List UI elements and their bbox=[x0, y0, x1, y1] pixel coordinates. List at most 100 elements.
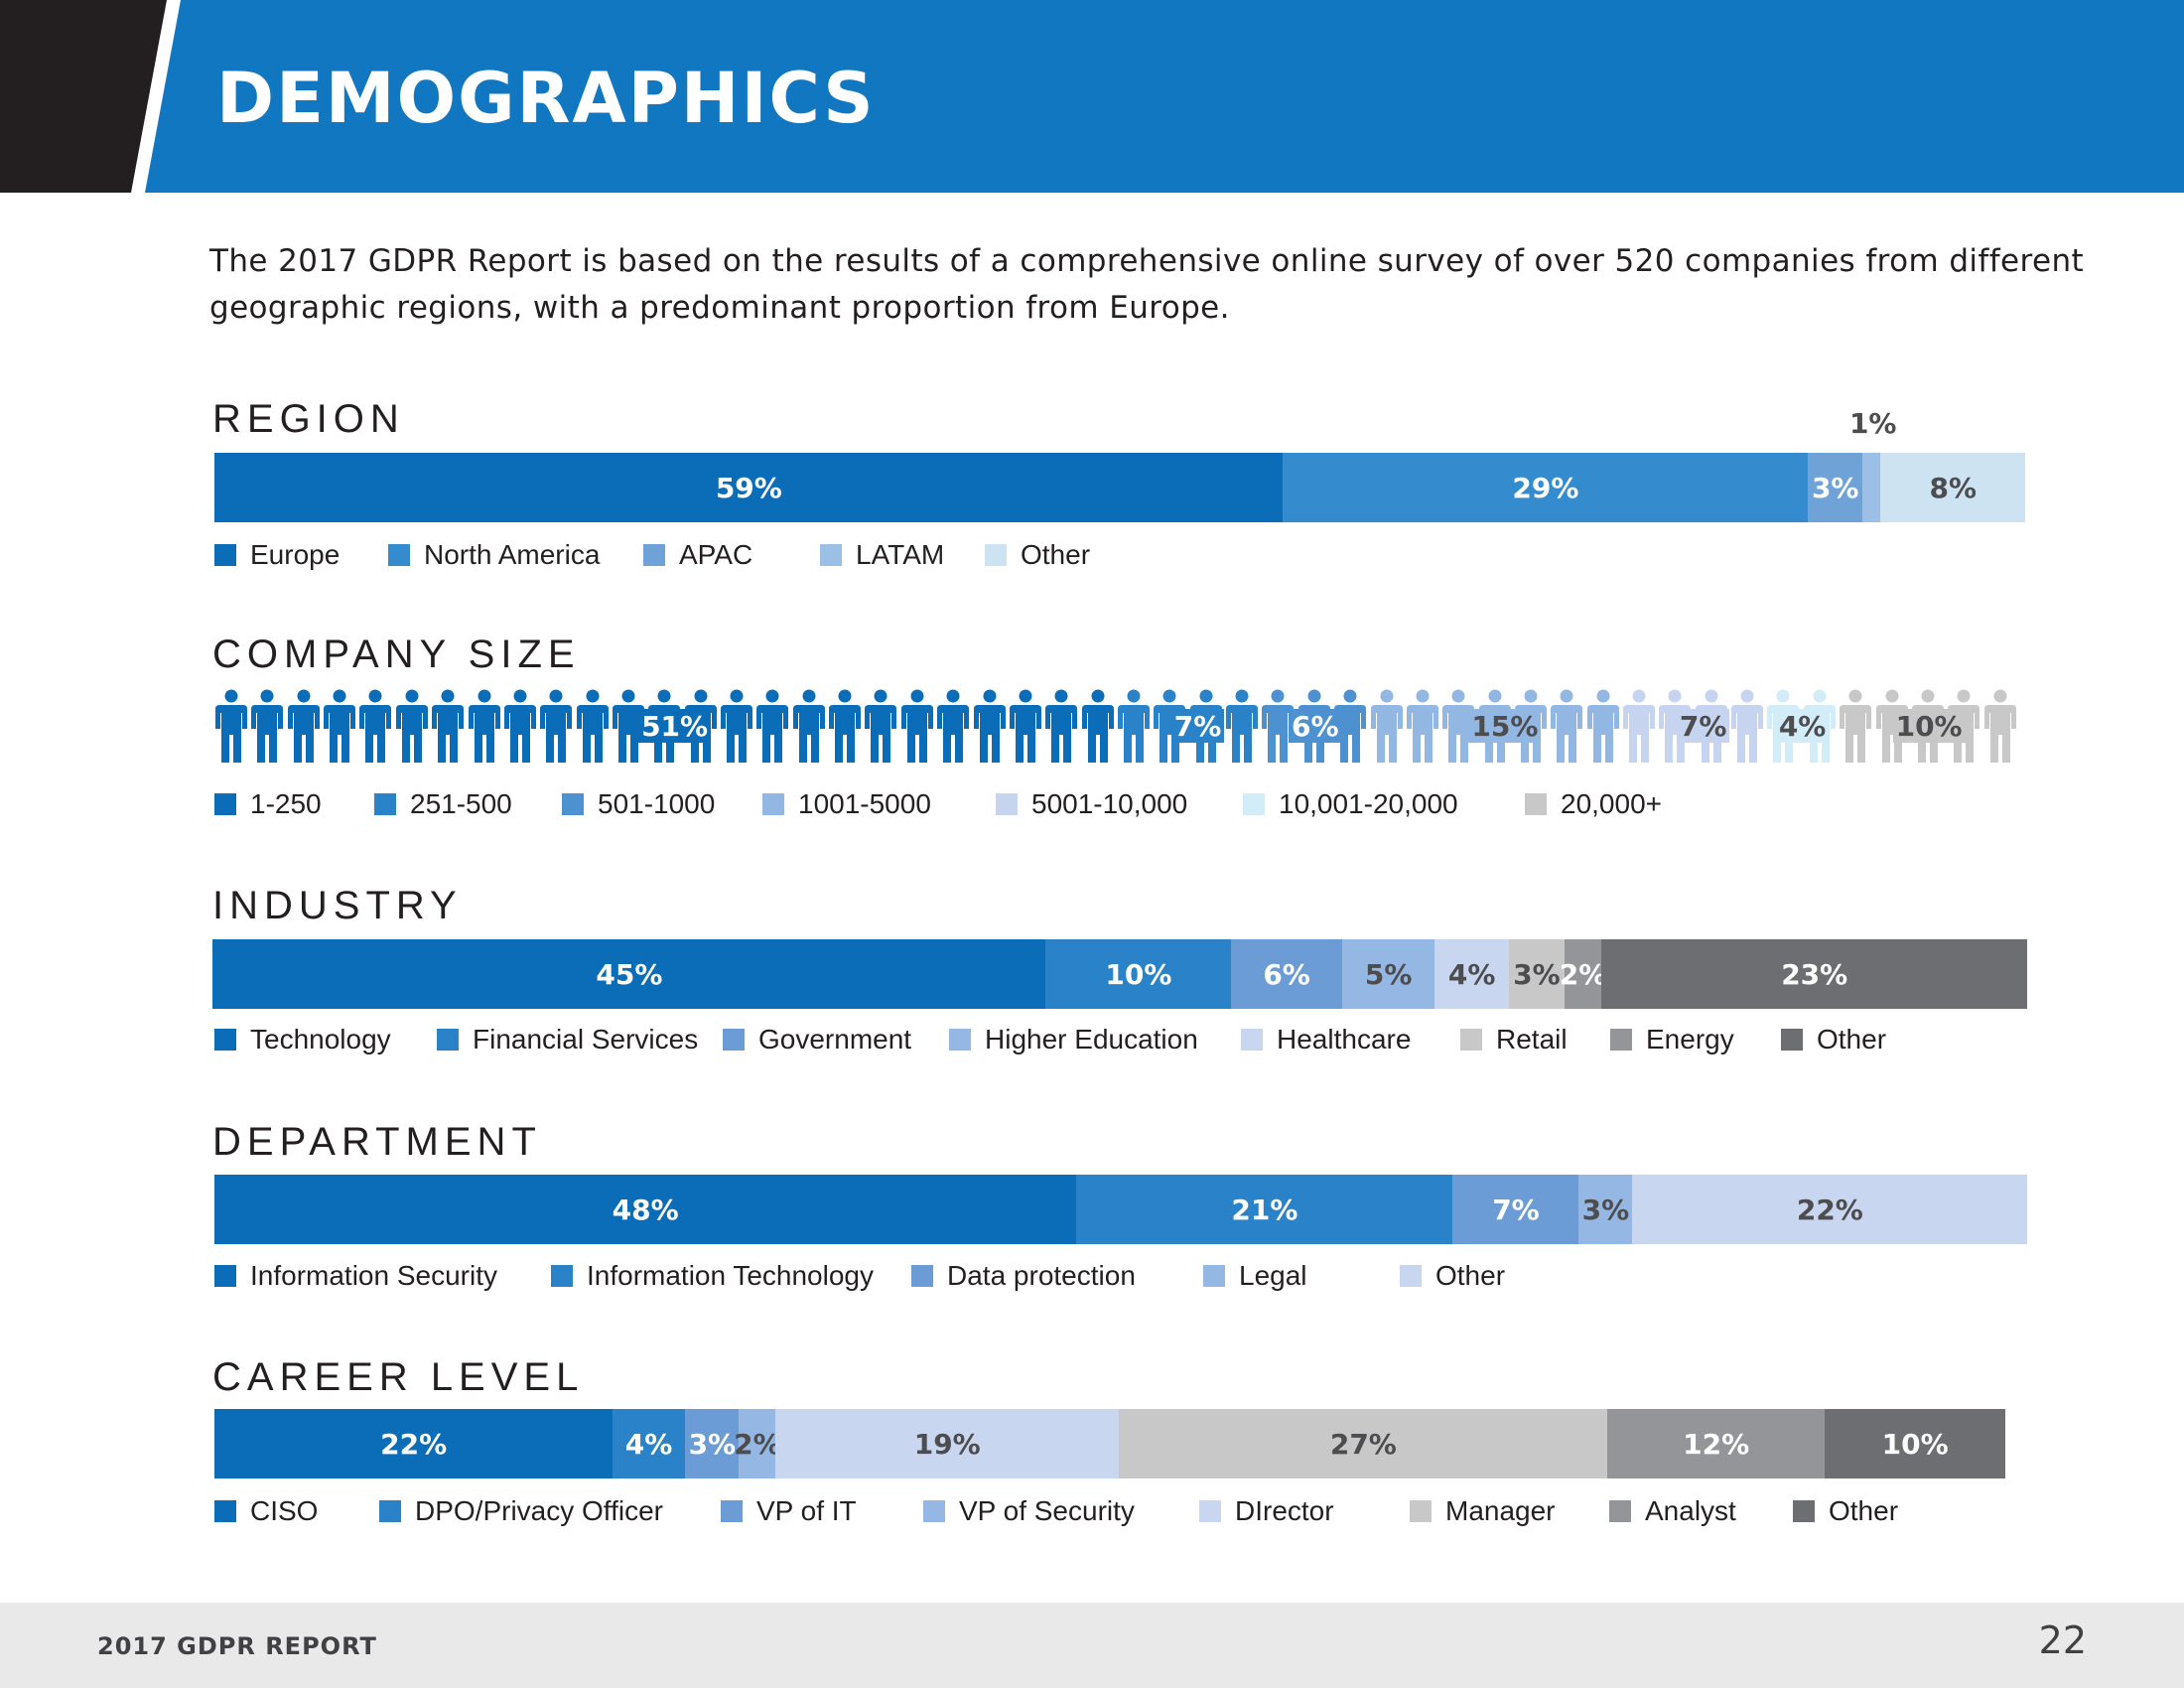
legend-item-other: Other bbox=[1400, 1256, 1505, 1296]
industry-segment-other: 23% bbox=[1600, 939, 2028, 1009]
legend-swatch bbox=[1525, 793, 1547, 815]
legend-swatch bbox=[643, 544, 665, 566]
header-bar bbox=[0, 0, 2184, 193]
region-segment-latam bbox=[1861, 453, 1881, 522]
legend-swatch bbox=[1199, 1500, 1221, 1522]
legend-swatch bbox=[1609, 1500, 1631, 1522]
department-segment-other: 22% bbox=[1632, 1175, 2028, 1244]
career-level-segment-vp-of-security: 2% bbox=[734, 1409, 781, 1478]
legend-label: Technology bbox=[250, 1024, 391, 1055]
career-level-segment-analyst: 12% bbox=[1607, 1409, 1826, 1478]
legend-label: VP of Security bbox=[959, 1495, 1135, 1526]
person-icon bbox=[395, 689, 429, 765]
industry-label-financial-services: 10% bbox=[1105, 957, 1172, 991]
legend-swatch bbox=[923, 1500, 945, 1522]
department-label-information-security: 48% bbox=[612, 1193, 679, 1226]
legend-item-vp-of-it: VP of IT bbox=[721, 1491, 857, 1531]
person-icon bbox=[431, 689, 465, 765]
legend-item-apac: APAC bbox=[643, 535, 752, 575]
legend-item-government: Government bbox=[723, 1020, 911, 1059]
person-icon bbox=[576, 689, 610, 765]
person-icon bbox=[864, 689, 897, 765]
industry-title: INDUSTRY bbox=[212, 884, 463, 927]
person-icon bbox=[1586, 689, 1620, 765]
industry-label-government: 6% bbox=[1263, 957, 1310, 991]
legend-swatch bbox=[762, 793, 784, 815]
department-segment-data-protection: 7% bbox=[1452, 1175, 1579, 1244]
person-icon bbox=[1044, 689, 1078, 765]
legend-label: Legal bbox=[1239, 1260, 1307, 1291]
legend-label: Analyst bbox=[1645, 1495, 1736, 1526]
person-icon bbox=[468, 689, 501, 765]
career-level-segment-other: 10% bbox=[1824, 1409, 2006, 1478]
legend-item-other: Other bbox=[1793, 1491, 1898, 1531]
career-level-label-vp-of-security: 2% bbox=[734, 1427, 781, 1461]
person-icon bbox=[612, 689, 645, 765]
department-label-other: 22% bbox=[1796, 1193, 1863, 1226]
company-size-title: COMPANY SIZE bbox=[212, 633, 581, 676]
legend-label: 10,001-20,000 bbox=[1279, 788, 1458, 819]
person-icon bbox=[755, 689, 789, 765]
legend-swatch bbox=[1203, 1265, 1225, 1287]
industry-segment-technology: 45% bbox=[212, 939, 1046, 1009]
legend-swatch bbox=[820, 544, 842, 566]
region-label-other: 8% bbox=[1929, 471, 1978, 504]
legend-swatch bbox=[996, 793, 1018, 815]
legend-label: DPO/Privacy Officer bbox=[415, 1495, 663, 1526]
region-label-latam: 1% bbox=[1848, 407, 1897, 440]
person-icon bbox=[1406, 689, 1439, 765]
legend-item-5001-10-000: 5001-10,000 bbox=[996, 784, 1187, 824]
industry-segment-financial-services: 10% bbox=[1045, 939, 1232, 1009]
person-icon bbox=[900, 689, 934, 765]
legend-item-financial-services: Financial Services bbox=[437, 1020, 698, 1059]
footer-report-title: 2017 GDPR REPORT bbox=[97, 1632, 377, 1660]
industry-segment-retail: 3% bbox=[1508, 939, 1566, 1009]
legend-label: Financial Services bbox=[473, 1024, 699, 1055]
legend-swatch bbox=[214, 1500, 236, 1522]
region-segment-apac: 3% bbox=[1808, 453, 1863, 522]
career-level-label-analyst: 12% bbox=[1683, 1427, 1750, 1461]
career-level-label-other: 10% bbox=[1881, 1427, 1949, 1461]
intro-paragraph: The 2017 GDPR Report is based on the res… bbox=[209, 243, 2085, 326]
page-number: 22 bbox=[2038, 1618, 2087, 1662]
company-size-label-5001-10-000: 7% bbox=[1676, 709, 1730, 743]
company-size-people-chart: 51% 7% 6% 15% 7% 4% 10% bbox=[214, 689, 2019, 765]
legend-item-north-america: North America bbox=[388, 535, 600, 575]
person-icon bbox=[214, 689, 248, 765]
department-segment-information-security: 48% bbox=[214, 1175, 1077, 1244]
legend-label: 501-1000 bbox=[598, 788, 716, 819]
career-level-bar: 22% 4% 3% 2% 19% 27% 12% 10% bbox=[214, 1409, 2006, 1478]
legend-swatch bbox=[214, 544, 236, 566]
legend-swatch bbox=[1610, 1029, 1632, 1051]
legend-swatch bbox=[388, 544, 410, 566]
region-label-europe: 59% bbox=[715, 471, 782, 504]
legend-label: DIrector bbox=[1235, 1495, 1334, 1526]
region-segment-other: 8% bbox=[1880, 453, 2026, 522]
career-level-segment-ciso: 22% bbox=[214, 1409, 614, 1478]
legend-swatch bbox=[949, 1029, 971, 1051]
legend-swatch bbox=[985, 544, 1007, 566]
legend-item-legal: Legal bbox=[1203, 1256, 1307, 1296]
person-icon bbox=[973, 689, 1007, 765]
legend-item-data-protection: Data protection bbox=[911, 1256, 1136, 1296]
industry-label-retail: 3% bbox=[1513, 957, 1561, 991]
person-icon bbox=[1983, 689, 2017, 765]
legend-item-latam: LATAM bbox=[820, 535, 944, 575]
legend-item-higher-education: Higher Education bbox=[949, 1020, 1198, 1059]
legend-item-20-000: 20,000+ bbox=[1525, 784, 1662, 824]
industry-segment-higher-education: 5% bbox=[1341, 939, 1435, 1009]
legend-swatch bbox=[911, 1265, 933, 1287]
person-icon bbox=[936, 689, 970, 765]
career-level-segment-vp-of-it: 3% bbox=[684, 1409, 740, 1478]
legend-swatch bbox=[1243, 793, 1265, 815]
legend-label: Healthcare bbox=[1277, 1024, 1412, 1055]
legend-swatch bbox=[551, 1265, 573, 1287]
company-size-label-10-001-20-000: 4% bbox=[1775, 709, 1830, 743]
footer-bar bbox=[0, 1603, 2184, 1688]
person-icon bbox=[1550, 689, 1583, 765]
legend-label: Energy bbox=[1646, 1024, 1734, 1055]
page-title: DEMOGRAPHICS bbox=[216, 58, 876, 139]
legend-swatch bbox=[437, 1029, 459, 1051]
person-icon bbox=[1622, 689, 1656, 765]
legend-label: Other bbox=[1829, 1495, 1899, 1526]
